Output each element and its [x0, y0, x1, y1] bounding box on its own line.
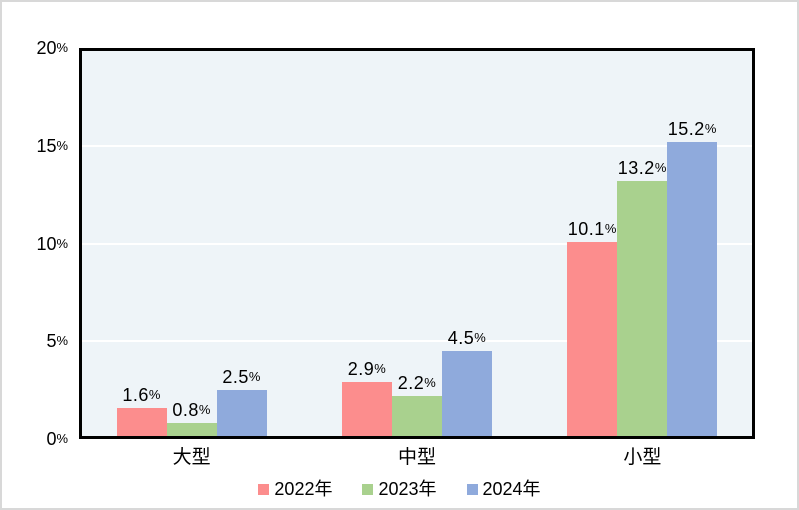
x-category-label: 中型: [397, 447, 436, 468]
percent-sign: %: [56, 333, 68, 349]
bar: [342, 382, 392, 439]
percent-sign: %: [704, 120, 717, 136]
legend-label: 2023年: [378, 479, 437, 499]
gridline: [79, 340, 755, 343]
bar-value-label: 15.2%: [667, 118, 717, 139]
bar-value-label: 10.1%: [567, 218, 617, 239]
y-tick-label: 15%: [36, 135, 68, 156]
legend-swatch: [258, 483, 270, 495]
y-tick-label: 0%: [46, 429, 68, 449]
bar-value-label: 13.2%: [617, 157, 667, 178]
bar: [442, 351, 492, 439]
bar-value-label: 1.6%: [122, 384, 161, 405]
percent-sign: %: [56, 431, 68, 446]
bar-value-label: 4.5%: [447, 328, 487, 349]
percent-sign: %: [374, 361, 387, 377]
legend-label: 2024年: [482, 479, 541, 499]
y-tick-label: 20%: [36, 38, 68, 58]
percent-sign: %: [604, 220, 617, 236]
percent-sign: %: [248, 369, 261, 385]
gridline: [79, 242, 755, 245]
bar-value-label: 2.9%: [347, 359, 387, 380]
bar: [617, 180, 668, 439]
bar: [116, 407, 167, 439]
percent-sign: %: [198, 402, 211, 418]
bar: [567, 241, 618, 439]
plot-area: 1.6% 0.8% 2.5% 2.9% 2.2% 4.5% 10.1% 13.2% 15.2%: [79, 48, 755, 439]
bar-value-label: 2.2%: [397, 373, 437, 393]
legend-item: 2024年: [466, 478, 541, 500]
bar: [392, 396, 442, 439]
y-tick-label: 5%: [46, 331, 68, 352]
percent-sign: %: [56, 40, 68, 55]
gridline: [79, 144, 755, 147]
bar-value-label: 0.8%: [172, 400, 211, 421]
legend-item: 2022年: [258, 478, 332, 500]
legend: 2022年 2023年 2024年: [2, 478, 797, 500]
y-tick-label: 10%: [36, 233, 68, 254]
legend-swatch: [362, 483, 374, 495]
bar: [166, 423, 217, 439]
percent-sign: %: [474, 330, 487, 346]
bar-value-label: 2.5%: [222, 367, 261, 388]
percent-sign: %: [56, 137, 68, 153]
x-category-label: 小型: [623, 447, 662, 468]
percent-sign: %: [424, 375, 437, 390]
legend-item: 2023年: [362, 478, 437, 500]
x-category-label: 大型: [172, 447, 211, 468]
bar: [216, 390, 267, 439]
percent-sign: %: [148, 386, 161, 402]
percent-sign: %: [56, 235, 68, 251]
bar: [667, 141, 718, 439]
legend-label: 2022年: [274, 479, 333, 499]
legend-swatch: [466, 483, 478, 495]
percent-sign: %: [654, 159, 667, 175]
